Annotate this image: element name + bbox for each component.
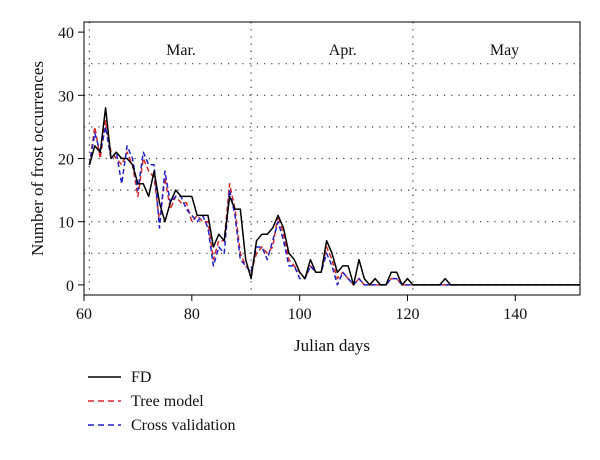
- y-tick-label: 30: [58, 88, 74, 105]
- y-tick-label: 20: [58, 152, 74, 169]
- tick-layer: 60 80 100 120 140 0 10 20 30 40: [58, 25, 527, 323]
- x-axis-title: Julian days: [294, 336, 370, 355]
- x-tick-label: 140: [503, 306, 527, 323]
- x-tick-label: 100: [288, 306, 312, 323]
- month-label: Mar.: [166, 42, 196, 59]
- y-tick-label: 40: [58, 25, 74, 42]
- y-tick-label: 10: [58, 215, 74, 232]
- month-label: Apr.: [329, 42, 357, 59]
- legend-label-2: Cross validation: [131, 417, 235, 434]
- y-axis-title: Number of frost occurrences: [28, 61, 47, 256]
- x-tick-label: 60: [76, 306, 92, 323]
- legend-label-0: FD: [131, 369, 151, 386]
- y-tick-label: 0: [66, 278, 74, 295]
- x-tick-label: 120: [395, 306, 419, 323]
- series-layer: [88, 107, 580, 286]
- legend: FD Tree model Cross validation: [88, 369, 235, 434]
- legend-label-1: Tree model: [131, 393, 204, 410]
- month-labels: Mar. Apr. May: [166, 42, 519, 59]
- series-line-0: [88, 107, 580, 286]
- month-label: May: [490, 42, 519, 59]
- x-tick-label: 80: [184, 306, 200, 323]
